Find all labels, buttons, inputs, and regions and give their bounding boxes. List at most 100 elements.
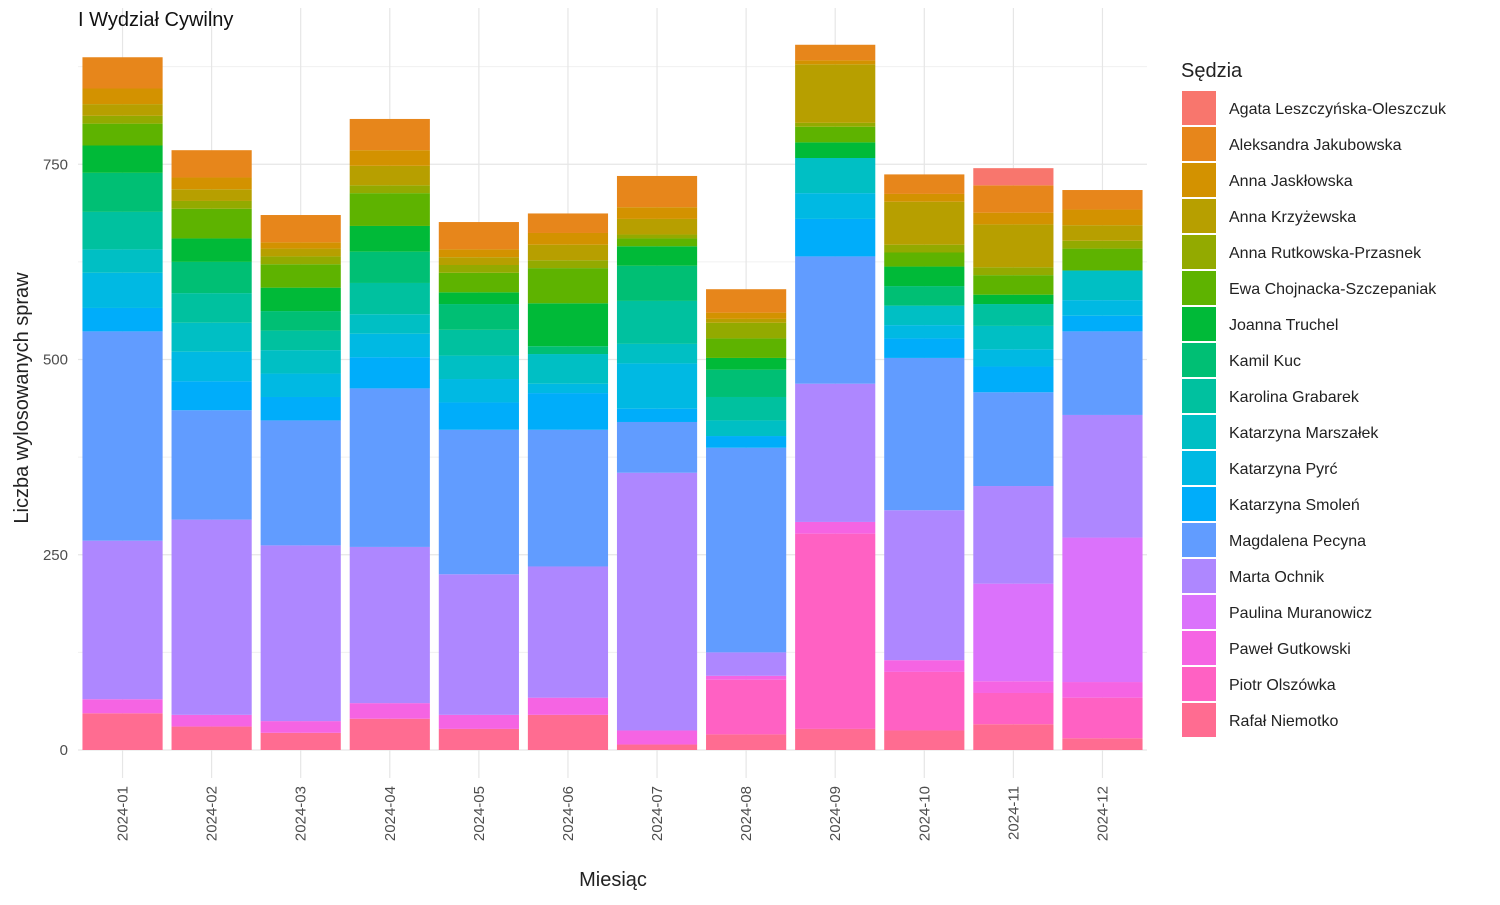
bar-segment xyxy=(171,208,252,239)
bar-segment xyxy=(349,282,430,315)
bar-segment xyxy=(973,366,1054,393)
bar-segment xyxy=(706,652,787,676)
bar-segment xyxy=(795,218,876,257)
bar-segment xyxy=(706,322,787,339)
bar-segment xyxy=(973,294,1054,305)
bar-segment xyxy=(795,44,876,61)
bar-segment xyxy=(82,713,163,750)
bar-segment xyxy=(795,158,876,194)
axes: 0 250 500 750 2024-01 2024-02 2024-03 2024-04 20… xyxy=(43,156,1111,841)
bar-segment xyxy=(171,177,252,190)
bar-segment xyxy=(973,349,1054,367)
bar-segment xyxy=(82,699,163,714)
bar-segment xyxy=(82,123,163,146)
bar-segment xyxy=(973,185,1054,213)
bar-segment xyxy=(1062,738,1143,750)
bar-segment xyxy=(616,234,698,239)
bar-segment xyxy=(884,305,965,326)
bar-segment xyxy=(527,714,609,750)
bar-segment xyxy=(527,393,609,430)
bar-segment xyxy=(884,174,965,194)
bar-segment xyxy=(82,331,163,541)
bar-segment xyxy=(260,256,341,265)
bar-segment xyxy=(260,721,341,733)
legend-label: Agata Leszczyńska-Oleszczuk xyxy=(1229,101,1447,118)
legend-label: Magdalena Pecyna xyxy=(1229,533,1366,550)
bar-segment xyxy=(616,265,698,301)
legend-label: Ewa Chojnacka-Szczepaniak xyxy=(1229,281,1437,298)
legend-key xyxy=(1182,271,1216,305)
bar-segment xyxy=(616,744,698,750)
bar-segment xyxy=(82,172,163,212)
bar-segment xyxy=(1062,537,1143,683)
bar-segment xyxy=(171,410,252,520)
bar-segment xyxy=(438,728,519,750)
bar-segment xyxy=(1062,300,1143,316)
bar-segment xyxy=(973,212,1054,225)
bar-segment xyxy=(884,660,965,672)
bar-segment xyxy=(82,272,163,308)
y-tick-label: 0 xyxy=(60,742,68,759)
bar-segment xyxy=(171,381,252,411)
bar-segment xyxy=(260,396,341,421)
bar-segment xyxy=(795,64,876,123)
bar-segment xyxy=(438,574,519,715)
legend-key xyxy=(1182,307,1216,341)
bar-segment xyxy=(171,189,252,201)
bar-segment xyxy=(616,238,698,247)
x-tick-label: 2024-09 xyxy=(827,786,844,841)
x-tick-label: 2024-07 xyxy=(649,786,666,841)
bar-segment xyxy=(527,244,609,261)
bar-segment xyxy=(884,325,965,339)
bar-segment xyxy=(795,122,876,127)
bar-segment xyxy=(1062,240,1143,249)
bar-segment xyxy=(171,351,252,382)
legend-key xyxy=(1182,163,1216,197)
bar-segment xyxy=(884,266,965,287)
bar-segment xyxy=(884,193,965,202)
bar-segment xyxy=(260,373,341,397)
bar-segment xyxy=(438,379,519,403)
bar-segment xyxy=(171,261,252,294)
legend-label: Anna Krzyżewska xyxy=(1229,209,1356,226)
x-tick-label: 2024-03 xyxy=(293,786,310,841)
bar-segment xyxy=(260,248,341,257)
bar-segment xyxy=(973,168,1054,186)
bar-segment xyxy=(1062,315,1143,332)
bar-segment xyxy=(706,675,787,680)
legend-key xyxy=(1182,415,1216,449)
bar-segment xyxy=(884,252,965,267)
bar-segment xyxy=(260,545,341,722)
legend-key xyxy=(1182,631,1216,665)
legend-label: Aleksandra Jakubowska xyxy=(1229,137,1402,154)
bar-segment xyxy=(973,267,1054,276)
legend: Sędzia Agata Leszczyńska-Oleszczuk Aleksa… xyxy=(1181,60,1447,737)
bar-segment xyxy=(260,242,341,249)
legend-label: Paweł Gutkowski xyxy=(1229,641,1351,658)
bar-segment xyxy=(973,392,1054,487)
bar-segment xyxy=(884,730,965,750)
legend-key xyxy=(1182,703,1216,737)
bar-segment xyxy=(973,304,1054,326)
bar-segment xyxy=(260,287,341,312)
bar-segment xyxy=(438,257,519,265)
bar-segment xyxy=(438,264,519,273)
bar-segment xyxy=(616,218,698,235)
y-axis-title: Liczba wylosowanych spraw xyxy=(11,272,33,524)
legend-key xyxy=(1182,199,1216,233)
bar-segment xyxy=(349,314,430,334)
bar-segment xyxy=(527,354,609,384)
bar-segment xyxy=(349,251,430,283)
legend-key xyxy=(1182,559,1216,593)
legend-key xyxy=(1182,487,1216,521)
bar-segment xyxy=(438,329,519,356)
bar-segment xyxy=(706,338,787,358)
bar-segment xyxy=(171,322,252,352)
legend-label: Kamil Kuc xyxy=(1229,353,1301,370)
legend-key xyxy=(1182,379,1216,413)
bar-segment xyxy=(82,145,163,173)
x-tick-label: 2024-08 xyxy=(738,786,755,841)
legend-label: Joanna Truchel xyxy=(1229,317,1338,334)
x-tick-label: 2024-11 xyxy=(1005,786,1022,840)
